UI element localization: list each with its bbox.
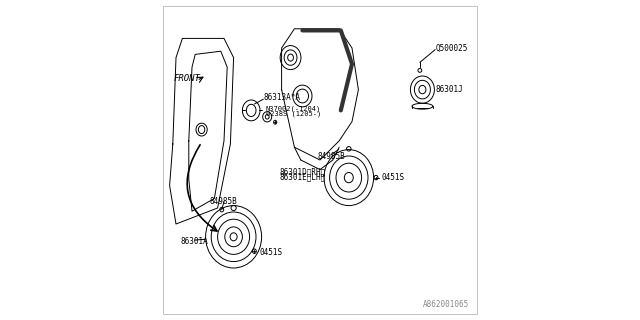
Text: 0238S (1205-): 0238S (1205-) — [266, 110, 321, 117]
Text: 84985B: 84985B — [317, 152, 346, 161]
Text: 86301J: 86301J — [436, 85, 463, 94]
Text: N37002(-1204): N37002(-1204) — [266, 106, 321, 112]
Text: 84985B: 84985B — [210, 197, 237, 206]
Text: 86301E〈LH〉: 86301E〈LH〉 — [280, 173, 326, 182]
Text: FRONT: FRONT — [174, 74, 200, 83]
Text: 86301A: 86301A — [181, 237, 209, 246]
Text: A862001065: A862001065 — [422, 300, 468, 309]
Text: 86301D〈RH〉: 86301D〈RH〉 — [280, 168, 326, 177]
Text: 86313A*A: 86313A*A — [264, 93, 301, 102]
Text: 0451S: 0451S — [259, 248, 282, 257]
Text: 0451S: 0451S — [381, 173, 404, 182]
Text: Q500025: Q500025 — [435, 44, 468, 52]
